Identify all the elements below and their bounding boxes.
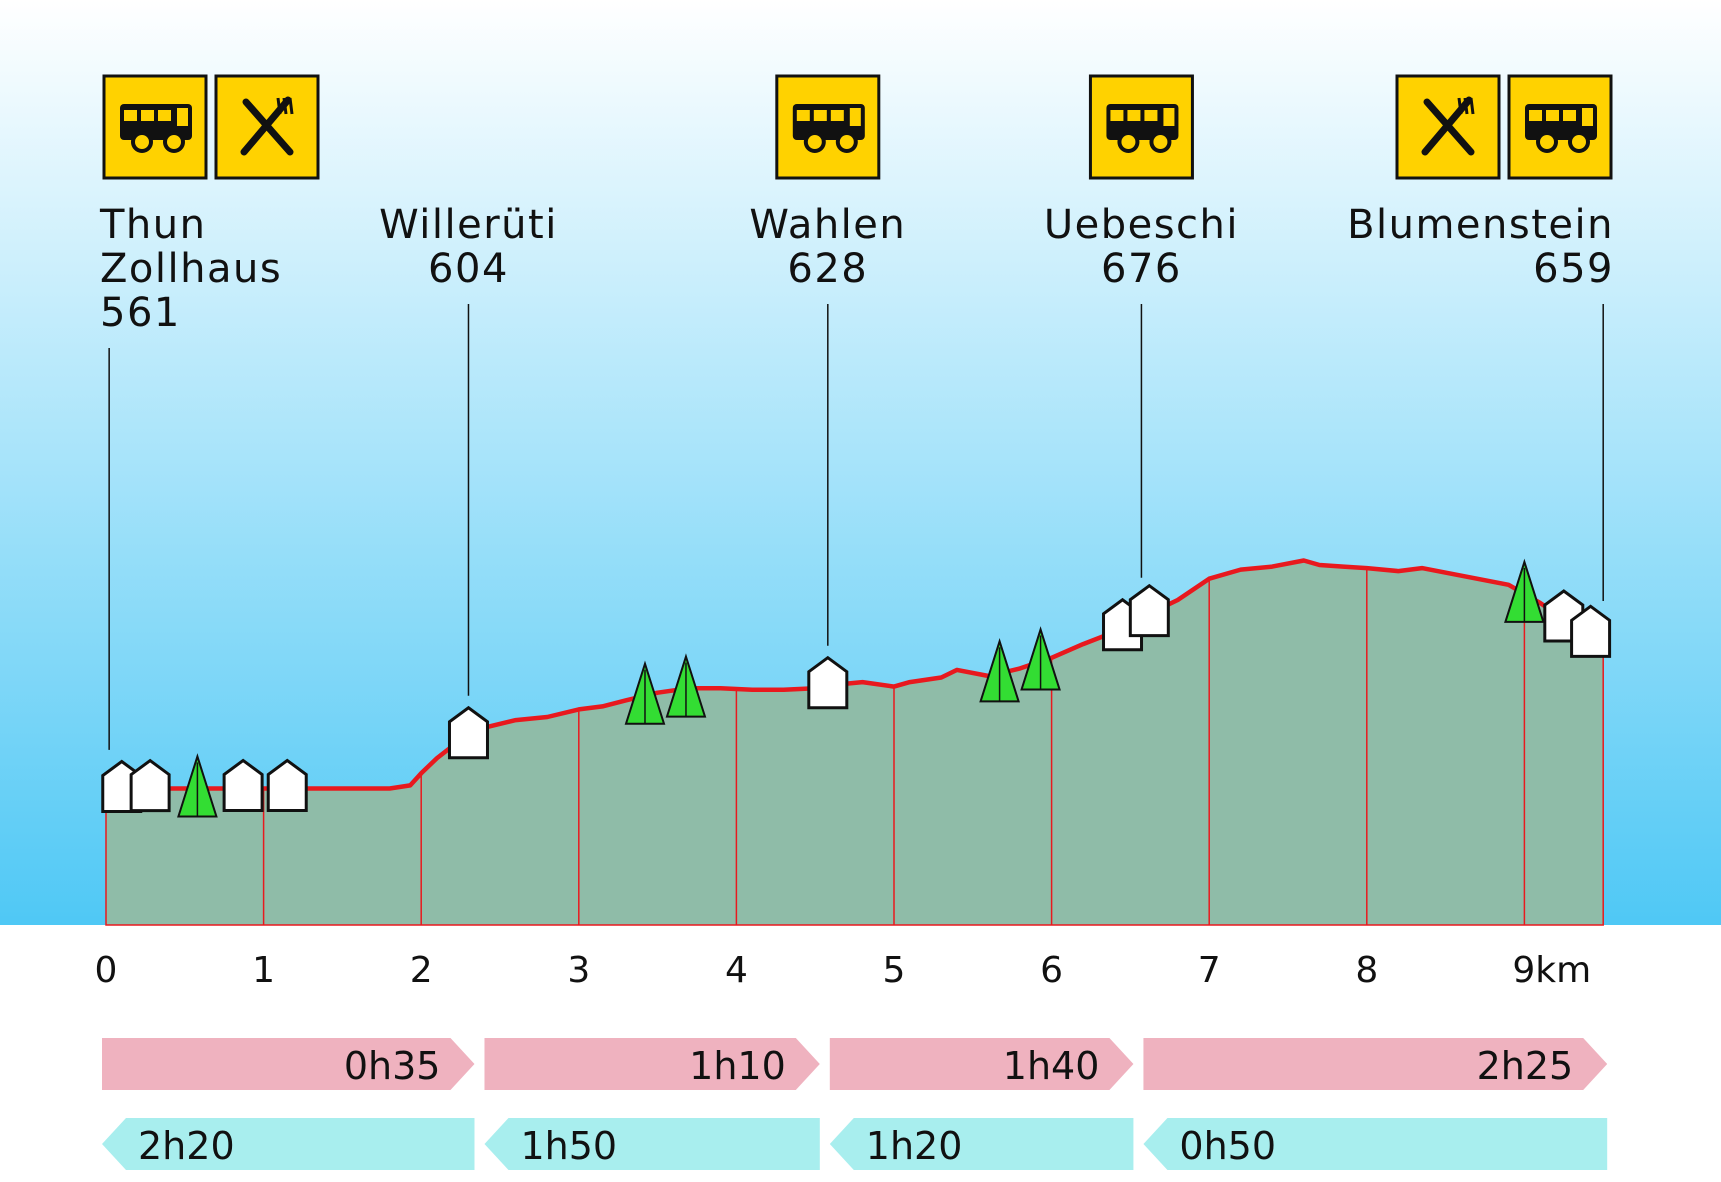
bus-window [1127,110,1141,121]
return-duration-arrow [829,1118,1134,1170]
forward-duration-label: 0h35 [344,1044,441,1088]
station-elevation: 561 [100,290,181,336]
house-icon [447,705,489,760]
return-duration-arrow [102,1118,475,1170]
bus-window [1563,110,1576,121]
bus-window [1144,110,1158,121]
bus-wheel [803,131,826,153]
bus-wheel [131,131,153,153]
profile-line [103,558,1606,793]
forward-duration-arrow [102,1038,475,1090]
return-duration-label: 1h50 [520,1124,617,1168]
bus-icon [1088,74,1194,180]
fork-tine [1463,97,1469,115]
fork-tine [276,97,282,115]
bus-window [124,110,137,121]
x-tick-label: 8 [1355,950,1378,991]
restaurant-icon [214,74,320,180]
bus-icon [1507,74,1613,180]
forward-duration-arrow [1143,1038,1608,1090]
station-elevation: 676 [1101,246,1182,292]
house-icon [1128,583,1170,638]
return-duration-arrow [484,1118,820,1170]
return-duration-arrow [1143,1118,1608,1170]
station-name: Zollhaus [100,246,282,292]
restaurant-icon [1395,74,1501,180]
bus-window [1110,110,1124,121]
bus-window [1546,110,1559,121]
x-tick-label: 4 [725,950,748,991]
return-duration-label: 1h20 [866,1124,963,1168]
house-icon [807,655,849,710]
fork-tine [1469,97,1475,115]
forward-duration-arrow [484,1038,820,1090]
station-name: Wahlen [749,202,906,248]
bus-wheel [1568,131,1590,153]
bus-window [141,110,154,121]
fork-tine [282,97,288,115]
station-name: Thun [99,202,207,248]
bus-wheel [163,131,185,153]
house-icon [222,758,264,812]
return-duration-label: 0h50 [1179,1124,1276,1168]
bus-icon [775,74,881,180]
station-elevation: 604 [428,246,509,292]
station-elevation: 628 [787,246,868,292]
fork-tine [288,97,294,115]
station-name: Uebeschi [1044,202,1239,248]
x-tick-label: 0 [95,950,118,991]
bus-door [1582,108,1593,126]
forward-duration-label: 1h40 [1003,1044,1100,1088]
bus-wheel [1536,131,1558,153]
station-name: Blumenstein [1347,202,1614,248]
bus-window [813,110,827,121]
x-tick-label: 3 [567,950,590,991]
bus-door [849,108,861,126]
house-icon [266,758,308,812]
fork-tine [1457,97,1463,115]
x-tick-label: 9km [1512,950,1591,991]
x-tick-label: 7 [1198,950,1221,991]
x-tick-label: 5 [883,950,906,991]
x-tick-label: 1 [252,950,275,991]
bus-wheel [1149,131,1172,153]
x-tick-label: 2 [410,950,433,991]
bus-door [1163,108,1175,126]
return-duration-label: 2h20 [138,1124,235,1168]
bus-window [1529,110,1542,121]
bus-door [177,108,188,126]
bus-icon [102,74,208,180]
bus-wheel [1117,131,1140,153]
bus-window [158,110,171,121]
forward-duration-label: 1h10 [689,1044,786,1088]
bus-wheel [835,131,858,153]
x-tick-label: 6 [1040,950,1063,991]
station-elevation: 659 [1533,246,1614,292]
forward-duration-arrow [829,1038,1134,1090]
bus-window [830,110,844,121]
forward-duration-label: 2h25 [1477,1044,1574,1088]
house-icon [129,758,171,813]
bus-window [796,110,810,121]
station-name: Willerüti [379,202,558,248]
house-icon [1570,604,1612,658]
